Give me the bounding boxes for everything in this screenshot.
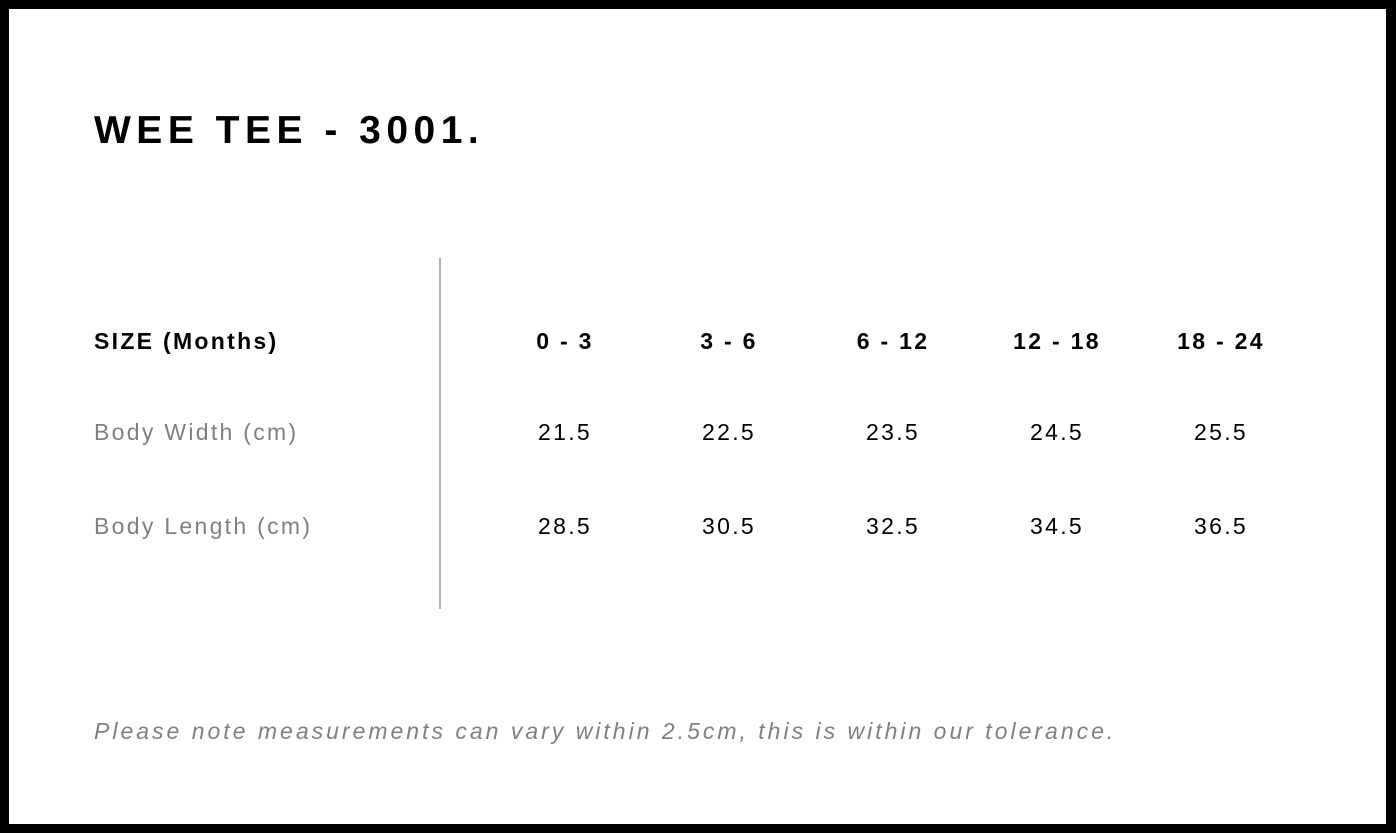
table-cell: 30.5 <box>702 513 756 539</box>
table-cell: 25.5 <box>1194 419 1248 445</box>
row-label: Body Width (cm) <box>94 419 299 445</box>
size-header-cell: 6 - 12 <box>856 328 930 354</box>
table-cell: 36.5 <box>1194 513 1248 539</box>
table-cell: 34.5 <box>1030 513 1084 539</box>
table-cell: 22.5 <box>702 419 756 445</box>
table-cell: 32.5 <box>866 513 920 539</box>
table-cell: 28.5 <box>538 513 592 539</box>
size-header-cell: 12 - 18 <box>1013 328 1101 354</box>
size-header-cell: 18 - 24 <box>1177 328 1265 354</box>
table-cell: 23.5 <box>866 419 920 445</box>
size-header-label: SIZE (Months) <box>94 328 279 354</box>
size-chart-card: WEE TEE - 3001. SIZE (Months) 0 - 3 3 - 6 6… <box>9 9 1386 824</box>
page-title: WEE TEE - 3001. <box>94 109 485 152</box>
size-header-cell: 3 - 6 <box>700 328 758 354</box>
size-header-cell: 0 - 3 <box>536 328 594 354</box>
column-divider <box>439 258 441 609</box>
table-cell: 21.5 <box>538 419 592 445</box>
row-label: Body Length (cm) <box>94 513 313 539</box>
tolerance-note: Please note measurements can vary within… <box>94 718 1117 744</box>
table-cell: 24.5 <box>1030 419 1084 445</box>
